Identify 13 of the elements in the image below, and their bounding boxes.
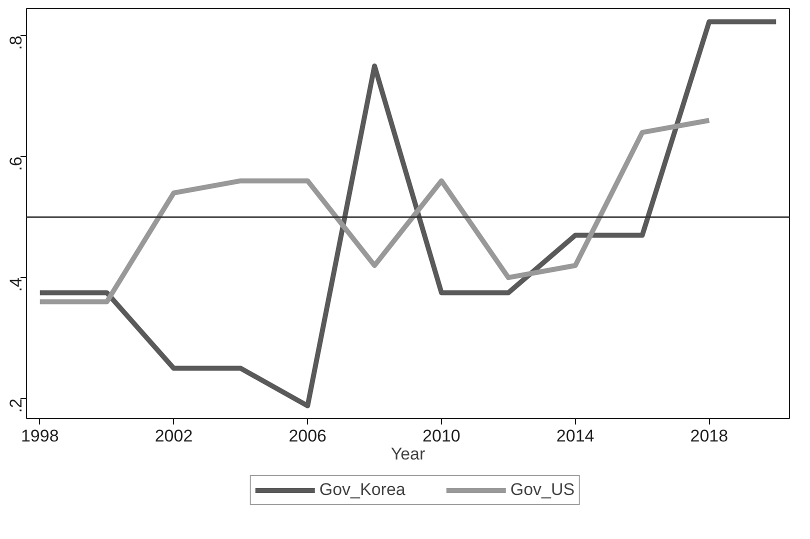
x-tick-label: 2018 — [690, 426, 728, 446]
x-tick-label: 2010 — [422, 426, 460, 446]
y-tick-label: .2 — [6, 398, 26, 413]
y-tick-label: .8 — [6, 36, 26, 50]
legend-label: Gov_Korea — [319, 480, 406, 500]
x-tick-label: 2006 — [288, 426, 327, 446]
x-tick-label: 2002 — [154, 426, 193, 446]
y-tick-label: .4 — [6, 278, 26, 292]
x-axis-title: Year — [390, 444, 426, 464]
x-tick-label: 1998 — [20, 426, 59, 446]
legend-label: Gov_US — [510, 480, 575, 500]
x-tick-label: 2014 — [556, 426, 594, 446]
y-tick-label: .6 — [6, 156, 26, 171]
